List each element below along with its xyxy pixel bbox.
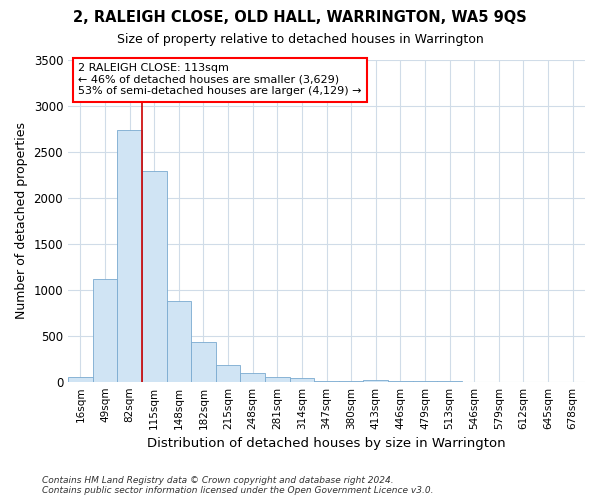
Text: 2 RALEIGH CLOSE: 113sqm
← 46% of detached houses are smaller (3,629)
53% of semi: 2 RALEIGH CLOSE: 113sqm ← 46% of detache… [79,63,362,96]
Bar [191,342,216,382]
Bar [167,301,191,382]
Bar [265,376,290,382]
Y-axis label: Number of detached properties: Number of detached properties [15,122,28,320]
Bar [364,380,388,382]
Bar [216,364,241,382]
Bar [117,130,142,382]
Text: Contains HM Land Registry data © Crown copyright and database right 2024.: Contains HM Land Registry data © Crown c… [42,476,394,485]
Text: Size of property relative to detached houses in Warrington: Size of property relative to detached ho… [116,32,484,46]
Text: Contains public sector information licensed under the Open Government Licence v3: Contains public sector information licen… [42,486,433,495]
Bar [92,278,117,382]
Text: 2, RALEIGH CLOSE, OLD HALL, WARRINGTON, WA5 9QS: 2, RALEIGH CLOSE, OLD HALL, WARRINGTON, … [73,10,527,25]
Bar [241,373,265,382]
Bar [68,377,92,382]
Bar [290,378,314,382]
Bar [142,171,167,382]
X-axis label: Distribution of detached houses by size in Warrington: Distribution of detached houses by size … [147,437,506,450]
